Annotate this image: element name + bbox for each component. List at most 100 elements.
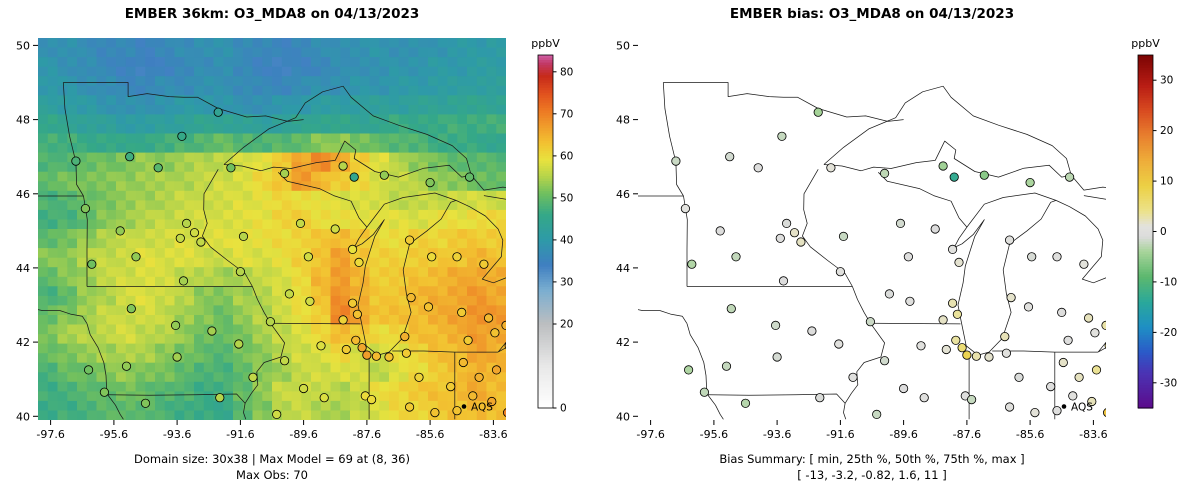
station-dot — [949, 172, 959, 182]
svg-text:48: 48 — [616, 114, 630, 127]
mn-nd-border — [662, 82, 684, 197]
station-dot — [947, 244, 958, 254]
station-dot — [84, 365, 94, 375]
wi-il-border — [270, 322, 361, 325]
station-dot — [491, 365, 502, 375]
station-dot — [947, 298, 958, 308]
missouri-river — [86, 323, 124, 420]
station-dot — [731, 252, 741, 262]
station-dot — [354, 257, 364, 267]
svg-text:42: 42 — [16, 336, 30, 349]
station-dot — [234, 339, 244, 349]
caption-max-obs: Max Obs: 70 — [236, 467, 308, 482]
station-dot — [962, 350, 972, 360]
svg-text:40: 40 — [616, 410, 630, 423]
station-dot — [715, 226, 725, 236]
station-dot — [884, 289, 894, 299]
station-dot — [1108, 358, 1116, 366]
station-dot — [895, 218, 906, 228]
manitoulin-shore — [483, 195, 506, 200]
station-dot — [425, 178, 435, 188]
aqs-legend: AQS — [461, 402, 493, 414]
svg-text:0: 0 — [560, 403, 567, 415]
aqs-dot-icon — [461, 404, 467, 409]
caption-bias-summary-values: [ -13, -3.2, -0.82, 1.6, 11 ] — [797, 467, 947, 482]
station-dot — [483, 313, 494, 323]
station-dot — [362, 350, 372, 360]
svg-text:80: 80 — [560, 66, 573, 78]
station-dot — [1027, 252, 1037, 262]
svg-text:AQS: AQS — [471, 402, 493, 414]
station-dot — [1063, 335, 1073, 345]
station-dot — [175, 233, 185, 243]
station-dot — [1103, 408, 1106, 417]
bias-dots — [671, 107, 1116, 419]
station-dot — [740, 398, 751, 408]
station-dot — [699, 387, 710, 397]
station-dot — [835, 267, 845, 277]
station-dot — [131, 252, 141, 262]
station-dot — [680, 204, 691, 214]
sd-ne-border — [638, 309, 688, 324]
station-dot — [423, 302, 434, 312]
station-dot — [458, 357, 468, 368]
station-dot — [865, 317, 875, 327]
mn-wi-border — [802, 169, 853, 287]
station-dot — [872, 409, 882, 419]
x-axis: -97.6 -95.6 -93.6 -91.6 -89.6 -87.6 -85.6 -83.6 — [636, 420, 1108, 441]
station-dot — [984, 352, 994, 362]
st-marys-north-channel — [470, 174, 506, 191]
svg-text:70: 70 — [560, 108, 573, 120]
station-dot — [898, 383, 909, 394]
station-dot — [384, 352, 394, 362]
station-dot — [1090, 328, 1100, 338]
station-dot — [979, 170, 989, 180]
svg-text:46: 46 — [616, 188, 630, 201]
station-dot — [464, 172, 475, 182]
mn-nd-border — [62, 82, 84, 197]
station-dot — [125, 152, 135, 162]
station-dot — [371, 351, 381, 361]
lake-michigan — [353, 192, 457, 356]
station-dot — [406, 292, 416, 303]
station-dot — [916, 341, 926, 351]
svg-text:-91.6: -91.6 — [226, 428, 254, 441]
model-panel-caption: Domain size: 30x38 | Max Model = 69 at (… — [0, 452, 544, 483]
station-dot — [366, 394, 377, 405]
station-dot — [504, 342, 506, 350]
svg-text:20: 20 — [1160, 125, 1173, 137]
svg-text:-97.6: -97.6 — [636, 428, 664, 441]
station-dot — [1046, 381, 1056, 392]
us-canada-border-mn — [63, 82, 304, 122]
station-dot — [213, 107, 223, 117]
station-dot — [404, 402, 415, 412]
svg-text:46: 46 — [16, 188, 30, 201]
station-dot — [951, 335, 961, 345]
us-canada-border-mn — [663, 82, 904, 122]
station-dot — [930, 224, 940, 234]
station-dot — [1104, 342, 1106, 350]
colorbar: 30 20 10 0 -10 -20 -30 ppbV — [1131, 37, 1177, 409]
station-dot — [71, 156, 81, 166]
station-dot — [503, 408, 506, 417]
station-dot — [508, 358, 516, 366]
station-dot — [778, 276, 789, 286]
station-dot — [1025, 178, 1035, 188]
station-dot — [1087, 396, 1097, 407]
svg-text:-87.6: -87.6 — [953, 428, 981, 441]
mississippi-river — [843, 286, 885, 420]
station-dot — [272, 409, 282, 419]
manitoulin-shore — [1083, 195, 1106, 200]
missouri-river — [686, 323, 724, 420]
station-dot — [954, 257, 964, 267]
station-dot — [351, 335, 361, 345]
station-dot — [671, 156, 681, 166]
station-dot — [238, 231, 249, 241]
station-dot — [905, 296, 915, 306]
station-dot — [172, 352, 182, 362]
svg-text:40: 40 — [560, 234, 573, 246]
station-dot — [1057, 307, 1067, 317]
station-dot — [319, 393, 329, 403]
svg-text:-85.6: -85.6 — [416, 428, 444, 441]
